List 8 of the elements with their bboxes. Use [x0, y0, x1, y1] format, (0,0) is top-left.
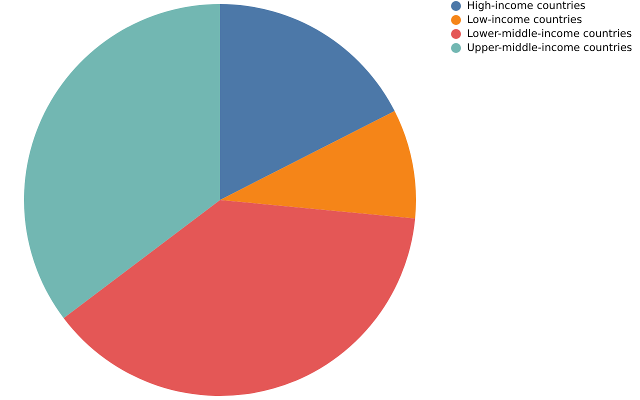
pie-slice	[220, 4, 395, 200]
legend-label: Upper-middle-income countries	[467, 42, 632, 54]
pie-slice	[24, 4, 220, 318]
legend-label: High-income countries	[467, 0, 586, 12]
pie-slice	[64, 200, 416, 396]
pie-slice	[220, 111, 416, 218]
legend-label: Lower-middle-income countries	[467, 28, 632, 40]
legend-label: Low-income countries	[467, 14, 582, 26]
